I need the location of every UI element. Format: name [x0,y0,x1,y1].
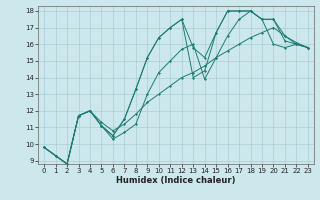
X-axis label: Humidex (Indice chaleur): Humidex (Indice chaleur) [116,176,236,185]
